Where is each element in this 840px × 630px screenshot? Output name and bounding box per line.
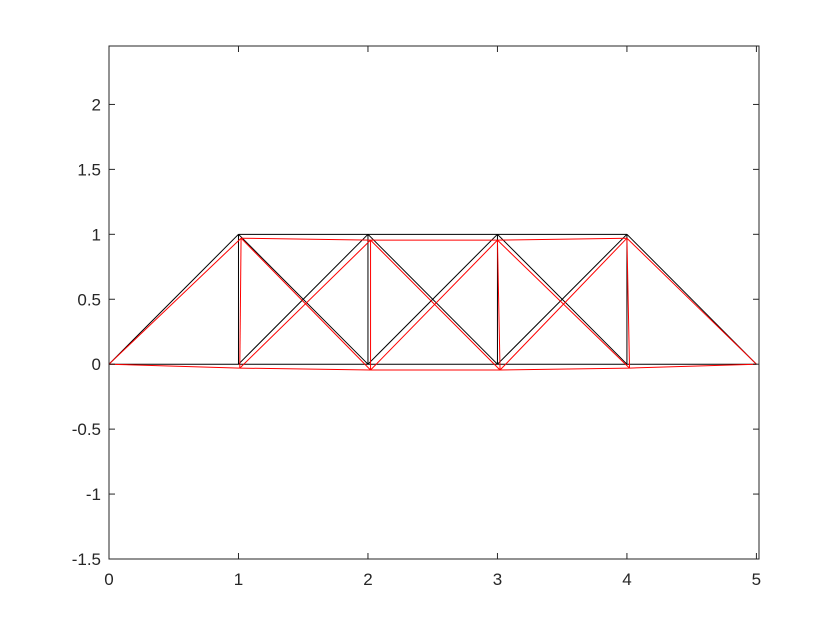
x-tick-label-0: 0 [104, 570, 113, 589]
series-1-member-16 [370, 239, 498, 371]
axes-background [109, 46, 759, 559]
series-0-member-15 [238, 233, 369, 365]
y-tick-label-7: 2 [92, 95, 101, 114]
y-tick-label-4: 0.5 [77, 290, 101, 309]
series-1-member-19 [497, 239, 630, 369]
y-tick-label-1: -1 [86, 485, 101, 504]
x-tick-label-4: 4 [622, 570, 631, 589]
series-1-member-5 [241, 237, 371, 241]
series-0-member-19 [497, 233, 628, 365]
series-1-member-12 [626, 238, 631, 369]
series-0-member-8 [108, 233, 239, 365]
series-0-member-17 [367, 233, 498, 365]
series-1-member-8 [108, 237, 242, 365]
x-tick-label-5: 5 [752, 570, 761, 589]
series-1-member-1 [239, 367, 371, 371]
series-1-member-11 [496, 240, 501, 371]
axes-box [108, 45, 760, 560]
series-1-member-7 [497, 237, 627, 241]
series-1-member-0 [108, 363, 240, 369]
y-tick-label-3: 0 [92, 355, 101, 374]
series-layer [108, 233, 757, 371]
x-tick-label-3: 3 [493, 570, 502, 589]
series-1-member-13 [626, 237, 757, 365]
y-tick-label-6: 1.5 [77, 160, 101, 179]
y-tick-label-2: -0.5 [72, 420, 101, 439]
x-tick-label-2: 2 [363, 570, 372, 589]
series-1-member-4 [629, 363, 757, 369]
series-1 [108, 237, 757, 371]
x-tick-label-1: 1 [234, 570, 243, 589]
series-1-member-3 [500, 367, 630, 371]
y-tick-label-0: -1.5 [72, 550, 101, 569]
series-1-member-15 [240, 237, 371, 371]
series-1-member-9 [239, 238, 242, 369]
series-1-member-17 [370, 239, 501, 371]
ticks-layer: 0 1 2 3 4 5 -1.5 -1 -0.5 0 0.5 1 1.5 2 [72, 46, 761, 589]
y-tick-label-5: 1 [92, 225, 101, 244]
